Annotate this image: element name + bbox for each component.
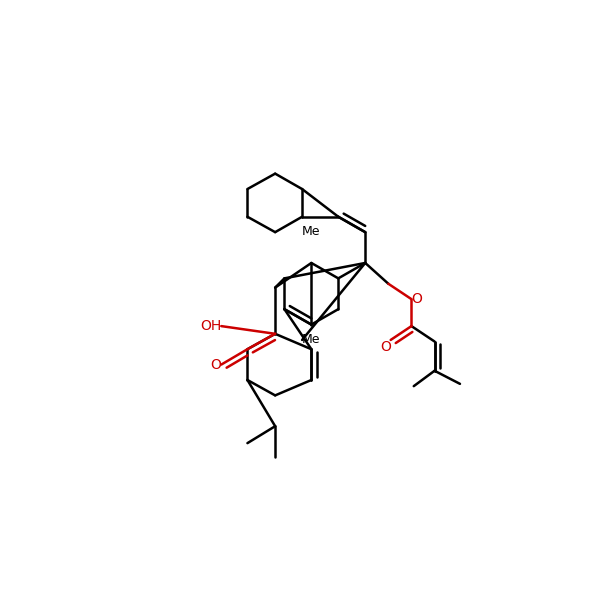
Text: OH: OH <box>200 319 221 333</box>
Text: O: O <box>211 358 221 371</box>
Text: O: O <box>412 292 422 306</box>
Text: O: O <box>380 340 391 354</box>
Text: Me: Me <box>302 224 320 238</box>
Text: Me: Me <box>302 334 320 346</box>
